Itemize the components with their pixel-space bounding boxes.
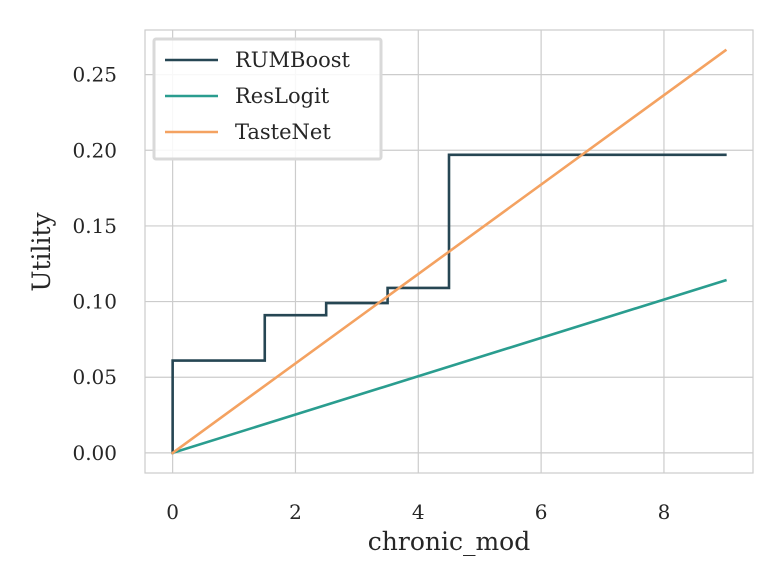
series-line-tastenet	[170, 48, 728, 455]
x-tick-label: 8	[658, 500, 671, 524]
x-tick-label: 4	[412, 500, 425, 524]
y-axis-ticks: 0.00 0.05 0.10 0.15 0.20 0.25	[72, 63, 117, 465]
y-tick-label: 0.20	[72, 138, 117, 162]
x-tick-label: 2	[289, 500, 302, 524]
series-lines	[170, 48, 728, 455]
y-axis-label: Utility	[27, 211, 56, 291]
x-axis-ticks: 0 2 4 6 8	[166, 500, 670, 524]
x-tick-label: 6	[535, 500, 548, 524]
series-line-reslogit	[171, 278, 727, 455]
x-axis-label: chronic_mod	[368, 527, 530, 556]
y-tick-label: 0.00	[72, 441, 117, 465]
legend-label-rumboost: RUMBoost	[235, 48, 351, 72]
y-tick-label: 0.25	[72, 63, 117, 87]
x-tick-label: 0	[166, 500, 179, 524]
y-tick-label: 0.15	[72, 214, 117, 238]
legend-box	[152, 37, 383, 161]
legend-label-reslogit: ResLogit	[235, 84, 330, 108]
grid	[145, 30, 753, 473]
legend-label-tastenet: TasteNet	[235, 120, 331, 144]
plot-frame	[144, 29, 754, 474]
y-tick-label: 0.10	[72, 290, 117, 314]
y-tick-label: 0.05	[72, 365, 117, 389]
series-line-rumboost	[171, 153, 727, 455]
legend: RUMBoost ResLogit TasteNet	[152, 37, 383, 161]
